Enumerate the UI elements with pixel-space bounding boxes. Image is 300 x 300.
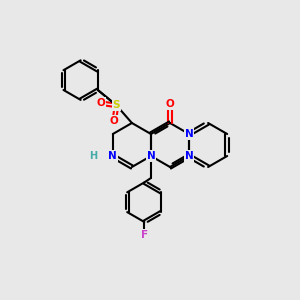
Text: F: F — [141, 230, 148, 240]
Text: N: N — [185, 129, 194, 139]
Text: N: N — [147, 151, 155, 161]
Text: O: O — [97, 98, 106, 108]
Text: N: N — [109, 151, 117, 161]
Text: O: O — [110, 116, 119, 126]
Text: N: N — [185, 151, 194, 161]
Text: H: H — [89, 151, 97, 161]
Text: O: O — [166, 99, 174, 109]
Text: S: S — [113, 100, 120, 110]
